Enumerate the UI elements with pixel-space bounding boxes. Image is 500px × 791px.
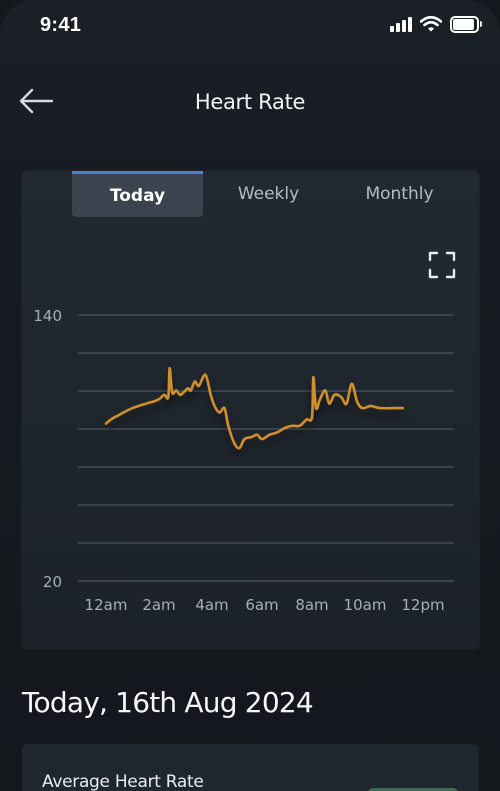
x-tick-label: 12am (85, 596, 128, 614)
tab-today[interactable]: Today (72, 171, 203, 217)
x-tick-label: 2am (142, 596, 175, 614)
x-tick-label: 10am (344, 596, 387, 614)
chart-gridlines (78, 314, 454, 582)
average-heart-rate-card: Average Heart Rate (22, 744, 479, 791)
back-button[interactable] (18, 86, 58, 122)
status-time: 9:41 (40, 14, 82, 36)
chart-x-axis: 12am 2am 4am 6am 8am 10am 12pm (85, 596, 445, 614)
average-heart-rate-label: Average Heart Rate (42, 772, 204, 791)
y-tick-label: 140 (33, 307, 62, 325)
x-tick-label: 4am (195, 596, 228, 614)
page-title: Heart Rate (194, 90, 306, 114)
status-icons (390, 16, 482, 33)
x-tick-label: 6am (245, 596, 278, 614)
chart-series (104, 366, 404, 450)
tab-monthly[interactable]: Monthly (365, 184, 434, 204)
heart-rate-chart-card: Today Weekly Monthly 140 20 12am 2am 4am 6am… (22, 171, 479, 649)
date-heading: Today, 16th Aug 2024 (22, 686, 314, 719)
expand-icon (428, 251, 456, 279)
battery-icon (450, 16, 482, 33)
header: Heart Rate (0, 76, 500, 132)
arrow-left-icon (19, 88, 54, 114)
fullscreen-button[interactable] (428, 251, 456, 279)
average-status-badge (368, 788, 458, 791)
tab-weekly[interactable]: Weekly (237, 184, 300, 204)
wifi-icon (420, 16, 442, 32)
x-tick-label: 8am (295, 596, 328, 614)
cellular-signal-icon (390, 16, 412, 32)
heart-rate-line-chart: 140 20 12am 2am 4am 6am 8am 10am 12pm (33, 307, 454, 614)
status-bar: 9:41 (0, 0, 500, 56)
period-tabs: Today Weekly Monthly (72, 171, 465, 217)
heart-rate-series-line (104, 366, 404, 450)
y-tick-label: 20 (43, 573, 62, 591)
chart-y-axis: 140 20 (33, 307, 62, 591)
x-tick-label: 12pm (401, 596, 444, 614)
